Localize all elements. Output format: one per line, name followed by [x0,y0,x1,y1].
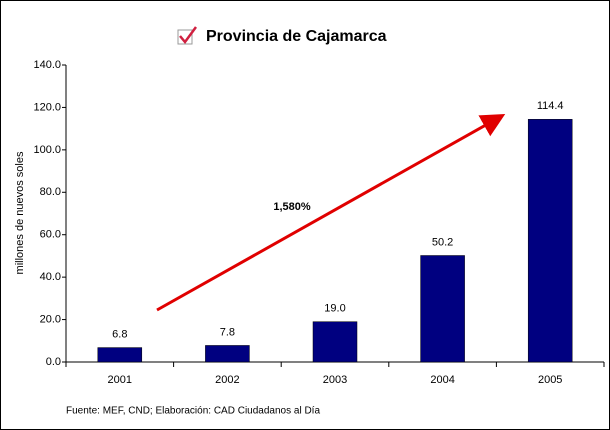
y-tick-label: 60.0 [40,229,61,241]
y-tick-label: 80.0 [40,186,61,198]
y-tick-label: 140.0 [33,59,61,71]
bar [97,347,143,363]
bar [205,345,250,363]
x-tick-label: 2001 [108,374,132,386]
bar [527,119,573,363]
value-label: 7.8 [220,326,235,338]
y-tick-label: 0.0 [46,356,61,368]
source: Fuente: MEF, CND; Elaboración: CAD Ciuda… [66,406,320,417]
x-tick-label: 2002 [215,374,239,386]
growth-arrow [156,114,506,312]
bar [312,321,358,363]
x-tick-label: 2005 [538,374,562,386]
x-tick-label: 2003 [323,374,347,386]
annotation: 1,580% [273,201,311,213]
value-label: 19.0 [324,303,345,315]
chart-title: Provincia de Cajamarca [206,28,387,45]
y-tick-label: 120.0 [33,101,61,113]
y-tick-label: 40.0 [40,271,61,283]
bar [420,255,465,363]
y-tick-label: 20.0 [40,313,61,325]
value-label: 114.4 [537,100,564,112]
x-tick-label: 2004 [430,374,454,386]
value-label: 50.2 [432,236,453,248]
value-label: 6.8 [112,328,127,340]
title-icon [177,26,198,45]
y-axis-label: millones de nuevos soles [14,151,26,274]
y-tick-label: 100.0 [33,144,61,156]
